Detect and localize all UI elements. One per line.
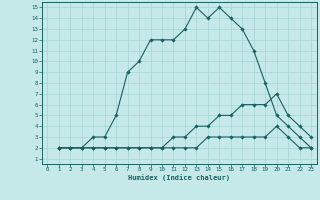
X-axis label: Humidex (Indice chaleur): Humidex (Indice chaleur) [128, 174, 230, 181]
